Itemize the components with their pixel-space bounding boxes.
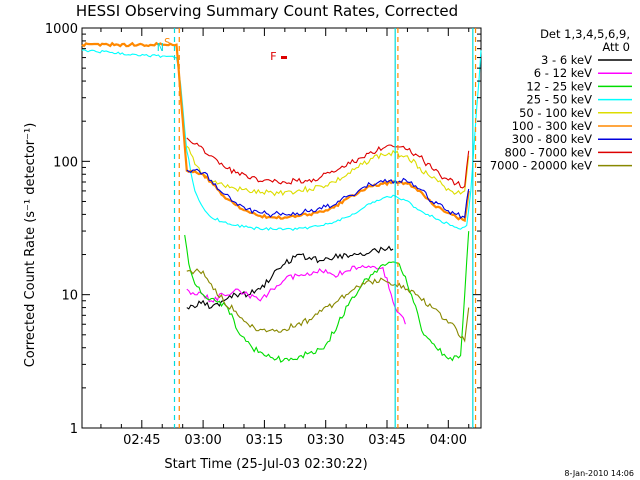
footer-date: 8-Jan-2010 14:06 bbox=[564, 469, 634, 478]
series-line-2 bbox=[184, 231, 470, 363]
legend-header-line-1: Det 1,3,4,5,6,9, bbox=[540, 27, 630, 41]
x-tick-label-5: 04:00 bbox=[430, 433, 467, 448]
plot-frame bbox=[81, 27, 482, 429]
legend-header-line-2: Att 0 bbox=[602, 40, 630, 54]
legend-label-5: 100 - 300 keV bbox=[512, 119, 592, 133]
plot-area bbox=[81, 27, 482, 429]
chart-title: HESSI Observing Summary Count Rates, Cor… bbox=[76, 2, 458, 20]
series-line-0 bbox=[186, 245, 394, 310]
series-line-8 bbox=[186, 268, 470, 343]
legend-label-1: 6 - 12 keV bbox=[534, 66, 592, 80]
series-line-1 bbox=[186, 264, 406, 325]
annotations: F SN bbox=[157, 36, 287, 63]
legend-label-3: 25 - 50 keV bbox=[526, 93, 592, 107]
flare-bar bbox=[281, 56, 287, 59]
y-tick-label-3: 1000 bbox=[45, 22, 78, 37]
legend-label-7: 800 - 7000 keV bbox=[504, 145, 592, 159]
x-tick-label-2: 03:15 bbox=[246, 433, 283, 448]
series-line-6 bbox=[186, 168, 470, 220]
x-tick-label-3: 03:30 bbox=[307, 433, 344, 448]
y-tick-label-2: 100 bbox=[53, 155, 78, 170]
series-line-7 bbox=[186, 137, 470, 189]
y-tick-label-0: 1 bbox=[70, 422, 78, 437]
legend-label-4: 50 - 100 keV bbox=[519, 106, 592, 120]
legend-label-2: 12 - 25 keV bbox=[526, 79, 592, 93]
flag-F: F bbox=[270, 50, 277, 63]
flag-N: N bbox=[157, 41, 164, 54]
series-line-5 bbox=[81, 41, 470, 223]
x-tick-label-4: 03:45 bbox=[368, 433, 405, 448]
x-tick-label-1: 03:00 bbox=[184, 433, 221, 448]
x-axis: 02:45 03:00 03:15 03:30 03:45 04:00 bbox=[100, 28, 470, 448]
y-axis-label: Corrected Count Rate (s⁻¹ detector⁻¹) bbox=[23, 123, 38, 368]
y-tick-label-1: 10 bbox=[61, 289, 78, 304]
x-axis-label: Start Time (25-Jul-03 02:30:22) bbox=[164, 457, 367, 472]
legend-label-0: 3 - 6 keV bbox=[541, 53, 592, 67]
y-axis: 1 10 100 1000 bbox=[45, 22, 481, 437]
series-line-3 bbox=[81, 49, 482, 232]
flag-S: S bbox=[164, 36, 171, 49]
series-line-4 bbox=[186, 145, 470, 197]
legend-label-8: 7000 - 20000 keV bbox=[490, 159, 592, 173]
x-tick-label-0: 02:45 bbox=[123, 433, 160, 448]
series-layer bbox=[81, 28, 482, 428]
legend-label-6: 300 - 800 keV bbox=[512, 132, 592, 146]
